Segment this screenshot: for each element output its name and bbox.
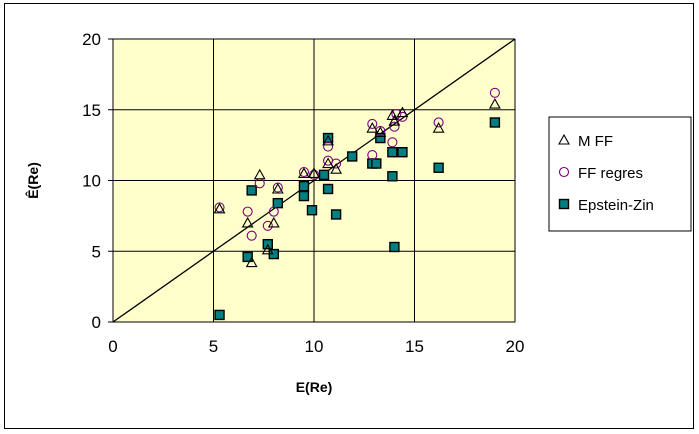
data-point-triangle <box>366 122 379 133</box>
data-point-triangle <box>396 106 409 118</box>
data-point-square <box>375 132 386 144</box>
data-point-square <box>298 180 310 192</box>
data-point-triangle <box>253 168 266 180</box>
data-point-square <box>246 185 257 196</box>
data-point-triangle <box>213 202 226 214</box>
y-tick-label: 20 <box>82 30 101 49</box>
data-point-circle <box>331 158 342 169</box>
y-axis-title: Ê(Re) <box>24 162 41 199</box>
data-point-circle <box>268 206 279 217</box>
series-triangle-markers <box>213 97 501 268</box>
data-point-triangle <box>267 216 280 228</box>
data-point-square <box>387 146 398 158</box>
data-point-triangle <box>308 167 320 178</box>
reference-diagonal-line <box>112 38 516 323</box>
y-tick-label: 10 <box>82 172 101 191</box>
x-tick-label: 5 <box>209 337 218 356</box>
data-point-circle <box>246 230 257 241</box>
data-point-square <box>318 169 330 181</box>
data-point-circle <box>433 117 444 128</box>
data-point-circle <box>387 137 398 148</box>
data-point-triangle <box>488 97 501 109</box>
legend-marker-triangle <box>558 133 570 145</box>
data-point-triangle <box>322 134 335 146</box>
data-point-square <box>242 251 253 263</box>
legend-label: M FF <box>578 133 613 150</box>
data-point-square <box>346 151 358 162</box>
legend: M FF FF regres Epstein-Zin <box>548 116 692 232</box>
data-point-triangle <box>298 167 310 178</box>
y-axis-ticks: 0 5 10 15 20 <box>82 30 101 332</box>
data-point-triangle <box>374 126 387 137</box>
data-point-circle <box>367 118 378 129</box>
data-point-square <box>489 117 501 128</box>
data-point-square <box>389 241 400 253</box>
x-tick-label: 15 <box>405 337 424 356</box>
legend-box <box>548 116 692 232</box>
legend-label: FF regres <box>578 165 643 182</box>
data-point-circle <box>262 220 273 231</box>
legend-marker-square <box>558 198 570 210</box>
data-markers <box>213 87 501 321</box>
data-point-square <box>272 197 284 209</box>
data-point-circle <box>242 206 253 217</box>
x-axis-ticks: 0 5 10 15 20 <box>108 337 524 356</box>
legend-label: Epstein-Zin <box>578 197 654 214</box>
data-point-triangle <box>261 243 274 255</box>
y-tick-label: 5 <box>92 242 101 261</box>
data-point-square <box>397 146 408 158</box>
x-axis-title: E(Re) <box>296 379 333 395</box>
data-point-triangle <box>388 114 401 126</box>
data-point-circle <box>308 169 320 180</box>
data-point-triangle <box>271 182 284 194</box>
data-point-triangle <box>330 163 343 174</box>
y-tick-label: 0 <box>92 313 101 332</box>
data-point-square <box>322 183 334 195</box>
x-tick-label: 10 <box>305 337 324 356</box>
legend-marker-circle <box>558 166 570 178</box>
data-point-square <box>330 209 342 220</box>
data-point-square <box>433 162 444 173</box>
data-point-circle <box>323 141 334 152</box>
data-point-square <box>306 205 318 216</box>
data-point-square <box>214 309 225 321</box>
data-point-square <box>298 190 310 202</box>
data-point-triangle <box>432 122 445 133</box>
data-point-circle <box>489 87 500 98</box>
data-point-square <box>371 158 382 169</box>
data-point-square <box>387 171 398 182</box>
data-point-triangle <box>241 216 254 228</box>
y-tick-label: 15 <box>82 101 101 120</box>
data-point-triangle <box>245 256 258 268</box>
series-square-markers <box>214 117 501 321</box>
data-point-triangle <box>322 157 335 169</box>
data-point-circle <box>389 121 400 132</box>
x-tick-label: 20 <box>506 337 525 356</box>
data-point-circle <box>367 149 378 161</box>
x-tick-label: 0 <box>108 337 117 356</box>
